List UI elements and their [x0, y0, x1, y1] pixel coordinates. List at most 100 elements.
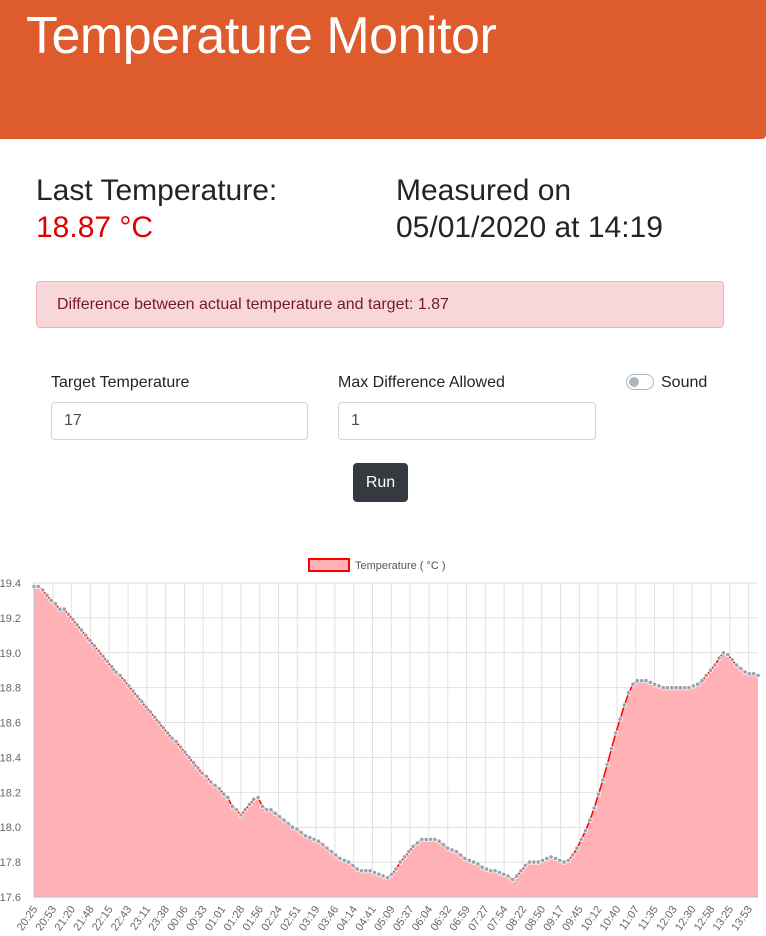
max-difference-input[interactable]: 1: [338, 402, 596, 440]
temperature-point: [544, 855, 550, 862]
temperature-point: [315, 838, 321, 844]
temperature-point: [638, 678, 645, 684]
temperature-point: [83, 632, 89, 638]
y-axis: 17.6 17.8 18.0 18.2 18.4 18.6 18.8 19.0 19.2 19.4: [0, 578, 35, 904]
temperature-point: [160, 725, 166, 731]
temperature-point: [733, 662, 740, 668]
temperature-point: [117, 672, 123, 679]
measured-on-value: 05/01/2020 at 14:19: [396, 211, 663, 244]
temperature-point: [143, 704, 149, 710]
temperature-point: [345, 859, 352, 865]
temperature-point: [557, 857, 563, 863]
temperature-point: [531, 859, 537, 865]
temperature-point: [216, 786, 222, 792]
temperature-point: [130, 688, 136, 694]
temperature-point: [738, 665, 744, 672]
temperature-point: [156, 720, 162, 726]
sound-label: Sound: [661, 374, 708, 391]
temperature-point: [165, 730, 171, 736]
temperature-point: [656, 683, 662, 689]
temperature-point: [328, 848, 334, 855]
temperature-area: [34, 586, 758, 897]
app-header: Temperature Monitor: [0, 0, 766, 139]
temperature-point: [707, 667, 714, 673]
temperature-point: [406, 848, 412, 855]
temperature-point: [195, 765, 201, 771]
temperature-point: [281, 817, 287, 823]
temperature-point: [199, 770, 205, 776]
page-title: Temperature Monitor: [26, 7, 497, 65]
temperature-point: [363, 868, 369, 874]
temperature-point: [203, 774, 209, 780]
y-tick-label: 18.2: [0, 787, 21, 799]
temperature-point: [462, 855, 468, 862]
temperature-point: [682, 685, 688, 691]
temperature-point: [582, 828, 589, 834]
temperature-point: [436, 838, 442, 844]
x-axis: 20:2520:5321:2021:4822:1522:4323:1123:38…: [15, 896, 758, 933]
temperature-point: [457, 852, 464, 858]
temperature-point: [302, 833, 309, 839]
temperature-point: [294, 826, 300, 832]
x-tick-label: 13:53: [729, 904, 755, 933]
temperature-point: [177, 744, 184, 750]
temperature-point: [380, 873, 386, 879]
temperature-point: [48, 597, 54, 604]
last-temperature-value: 18.87 °C: [36, 211, 154, 244]
temperature-point: [570, 852, 576, 858]
y-tick-label: 19.0: [0, 648, 21, 660]
temperature-point: [514, 873, 520, 879]
temperature-point: [233, 807, 240, 813]
legend-swatch: [308, 558, 350, 572]
temperature-point: [720, 650, 727, 656]
temperature-point: [634, 678, 640, 684]
temperature-point: [427, 836, 434, 842]
temperature-point: [651, 681, 658, 687]
temperature-point: [492, 868, 498, 874]
temperature-point: [358, 868, 365, 874]
temperature-point: [604, 761, 610, 767]
temperature-point: [173, 739, 179, 745]
run-button[interactable]: Run: [353, 463, 408, 502]
toggle-knob: [629, 377, 639, 387]
temperature-point: [61, 606, 67, 612]
temperature-point: [626, 690, 632, 696]
temperature-point: [354, 866, 360, 872]
temperature-point: [432, 836, 438, 842]
temperature-point: [57, 606, 63, 612]
temperature-point: [535, 859, 541, 865]
temperature-point: [371, 869, 378, 876]
temperature-point: [552, 855, 559, 862]
measured-on-label: Measured on: [396, 174, 572, 207]
temperature-point: [264, 807, 270, 813]
target-temperature-input[interactable]: 17: [51, 402, 308, 440]
temperature-point: [384, 875, 390, 881]
temperature-point: [70, 616, 76, 623]
temperature-point: [212, 782, 218, 788]
y-tick-label: 17.6: [0, 892, 21, 904]
temperature-point: [109, 664, 115, 670]
temperature-point: [565, 857, 572, 863]
temperature-point: [423, 836, 429, 842]
temperature-point: [147, 709, 153, 715]
y-tick-label: 19.4: [0, 578, 21, 590]
temperature-point: [414, 840, 421, 846]
temperature-point: [190, 760, 197, 766]
temperature-point: [337, 855, 343, 862]
sound-toggle[interactable]: [626, 374, 654, 390]
temperature-point: [548, 854, 554, 860]
temperature-point: [182, 749, 188, 755]
temperature-point: [677, 685, 684, 691]
temperature-point: [488, 868, 494, 874]
temperature-point: [100, 653, 106, 659]
temperature-point: [341, 857, 347, 863]
temperature-point: [320, 842, 326, 848]
temperature-point: [664, 685, 671, 691]
y-tick-label: 18.0: [0, 822, 21, 834]
temperature-point: [276, 814, 283, 820]
temperature-point: [139, 699, 145, 705]
temperature-point: [522, 862, 528, 869]
temperature-point: [518, 868, 524, 874]
temperature-point: [74, 622, 80, 628]
temperature-point: [350, 862, 356, 869]
